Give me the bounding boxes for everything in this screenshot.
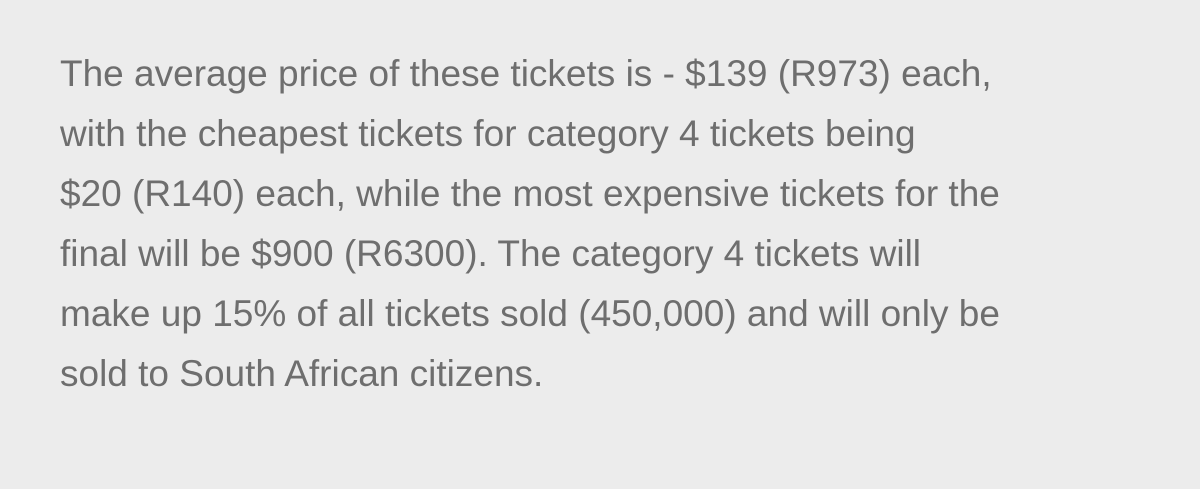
- paragraph-line: sold to South African citizens.: [60, 353, 544, 394]
- paragraph-line: The average price of these tickets is - …: [60, 53, 992, 94]
- paragraph-line: make up 15% of all tickets sold (450,000…: [60, 293, 1000, 334]
- article-paragraph: The average price of these tickets is - …: [60, 44, 1000, 404]
- paragraph-line: with the cheapest tickets for category 4…: [60, 113, 916, 154]
- paragraph-line: final will be $900 (R6300). The category…: [60, 233, 922, 274]
- paragraph-line: $20 (R140) each, while the most expensiv…: [60, 173, 1000, 214]
